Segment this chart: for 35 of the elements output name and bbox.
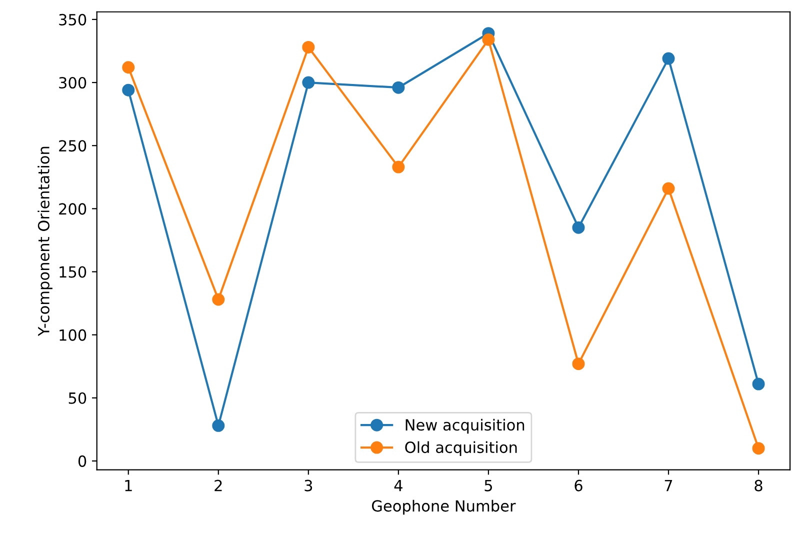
x-tick-label: 8 [754, 480, 762, 492]
x-tick-label: 1 [125, 480, 132, 492]
x-tick-label: 5 [484, 480, 492, 492]
point [662, 52, 675, 65]
point [122, 84, 135, 96]
y-tick-label: 50 [68, 392, 86, 404]
point [302, 76, 315, 89]
legend-label: New acquisition [406, 418, 524, 434]
point [752, 378, 765, 390]
point [122, 61, 135, 74]
x-tick-label: 4 [394, 480, 402, 492]
x-tick-label: 3 [304, 480, 312, 492]
legend-label: Old acquisition [405, 441, 517, 456]
y-tick-label: 300 [59, 76, 86, 89]
point [572, 358, 585, 370]
point [752, 442, 765, 455]
point [212, 419, 225, 432]
point [572, 221, 585, 234]
y-axis-title: Y-component Orientation [38, 146, 52, 336]
x-axis-title: Geophone Number [372, 500, 516, 515]
y-tick-label: 100 [60, 329, 86, 341]
point [212, 293, 225, 306]
point [482, 33, 495, 46]
y-tick-label: 200 [59, 203, 86, 215]
point [302, 40, 315, 54]
y-tick-label: 150 [60, 266, 86, 278]
x-tick-label: 2 [214, 480, 222, 492]
y-tick-label: 250 [59, 140, 86, 152]
point [392, 81, 405, 94]
y-tick-label: 350 [59, 14, 86, 26]
x-tick-label: 6 [574, 480, 582, 492]
point [662, 182, 675, 195]
x-tick-label: 7 [664, 480, 672, 492]
y-tick-label: 0 [78, 455, 86, 467]
point [392, 160, 405, 174]
